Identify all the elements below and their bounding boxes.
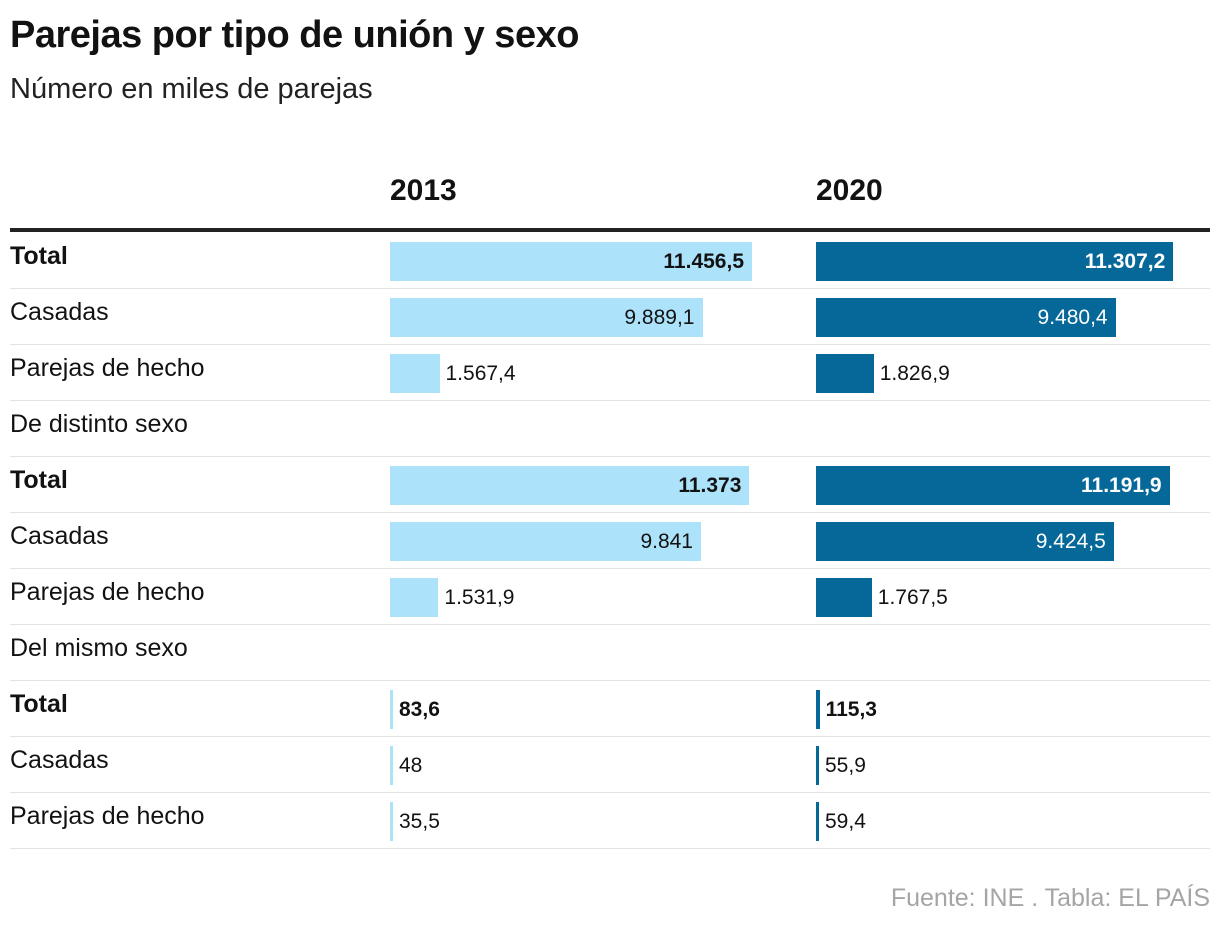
value-label-2020: 11.191,9	[1081, 474, 1162, 497]
value-label-2020: 11.307,2	[1084, 250, 1166, 273]
bar-2020	[816, 522, 1114, 561]
cell-2013: 9.841	[390, 522, 770, 561]
cell-2020: 9.480,4	[816, 298, 1196, 337]
bar-2020	[816, 746, 819, 785]
chart-subtitle: Número en miles de parejas	[10, 73, 373, 105]
column-header-2020: 2020	[816, 174, 883, 207]
row-label: Casadas	[10, 522, 109, 550]
cell-2020: 9.424,5	[816, 522, 1196, 561]
cell-2020: 11.191,9	[816, 466, 1196, 505]
bar-2013	[390, 354, 440, 393]
cell-2013: 11.456,5	[390, 242, 770, 281]
bar-2013	[390, 298, 703, 337]
row-label: Parejas de hecho	[10, 578, 205, 606]
bar-2020	[816, 242, 1174, 281]
cell-2013: 35,5	[390, 802, 770, 841]
row-label: Parejas de hecho	[10, 354, 205, 382]
bar-2020	[816, 298, 1116, 337]
value-label-2013: 1.531,9	[444, 586, 515, 609]
section-row: De distinto sexo	[10, 400, 1210, 457]
value-label-2013: 48	[399, 754, 423, 777]
section-label: De distinto sexo	[10, 410, 188, 438]
table-row: Parejas de hecho 1.531,9 1.767,5	[10, 568, 1210, 625]
table-row: Parejas de hecho 35,5 59,4	[10, 792, 1210, 849]
source-credit: Fuente: INE . Tabla: EL PAÍS	[890, 884, 1210, 912]
value-label-2020: 9.480,4	[1037, 306, 1108, 329]
bar-2020	[816, 578, 872, 617]
bar-2020	[816, 354, 874, 393]
cell-2013: 1.531,9	[390, 578, 770, 617]
value-label-2013: 11.456,5	[663, 250, 744, 273]
cell-2020: 55,9	[816, 746, 1196, 785]
bar-2013	[390, 578, 439, 617]
chart-title: Parejas por tipo de unión y sexo	[10, 14, 579, 56]
bar-2013	[390, 466, 750, 505]
table-row: Parejas de hecho 1.567,4 1.826,9	[10, 344, 1210, 401]
table-row: Total 11.373 11.191,9	[10, 456, 1210, 513]
bar-2020	[816, 802, 819, 841]
value-label-2020: 59,4	[825, 810, 866, 833]
column-header-2013: 2013	[390, 174, 457, 207]
cell-2020: 59,4	[816, 802, 1196, 841]
value-label-2013: 9.889,1	[624, 306, 695, 329]
table-row: Casadas 9.841 9.424,5	[10, 512, 1210, 569]
value-label-2020: 115,3	[825, 698, 877, 721]
value-label-2020: 55,9	[825, 754, 866, 777]
value-label-2013: 1.567,4	[445, 362, 516, 385]
cell-2020: 1.767,5	[816, 578, 1196, 617]
bar-2013	[390, 242, 752, 281]
value-label-2020: 1.826,9	[879, 362, 950, 385]
value-label-2020: 1.767,5	[877, 586, 948, 609]
cell-2013: 1.567,4	[390, 354, 770, 393]
section-row: Del mismo sexo	[10, 624, 1210, 681]
row-label: Total	[10, 690, 68, 718]
table-row: Total 11.456,5 11.307,2	[10, 232, 1210, 289]
cell-2013: 11.373	[390, 466, 770, 505]
row-label: Total	[10, 466, 68, 494]
header-rule	[10, 228, 1210, 232]
cell-2013: 9.889,1	[390, 298, 770, 337]
bar-2013	[390, 522, 701, 561]
value-label-2013: 35,5	[399, 810, 440, 833]
cell-2020: 1.826,9	[816, 354, 1196, 393]
cell-2013: 83,6	[390, 690, 770, 729]
bar-2013	[390, 802, 393, 841]
table-row: Casadas 9.889,1 9.480,4	[10, 288, 1210, 345]
row-label: Casadas	[10, 298, 109, 326]
value-label-2013: 83,6	[399, 698, 440, 721]
bar-2020	[816, 690, 820, 729]
section-label: Del mismo sexo	[10, 634, 188, 662]
row-label: Casadas	[10, 746, 109, 774]
row-label: Parejas de hecho	[10, 802, 205, 830]
table-row: Casadas 48 55,9	[10, 736, 1210, 793]
cell-2020: 115,3	[816, 690, 1196, 729]
value-label-2020: 9.424,5	[1035, 530, 1106, 553]
bar-2013	[390, 690, 393, 729]
row-label: Total	[10, 242, 68, 270]
value-label-2013: 11.373	[678, 474, 742, 497]
bar-2013	[390, 746, 393, 785]
cell-2020: 11.307,2	[816, 242, 1196, 281]
table-row: Total 83,6 115,3	[10, 680, 1210, 737]
value-label-2013: 9.841	[640, 530, 693, 553]
cell-2013: 48	[390, 746, 770, 785]
bar-2020	[816, 466, 1170, 505]
